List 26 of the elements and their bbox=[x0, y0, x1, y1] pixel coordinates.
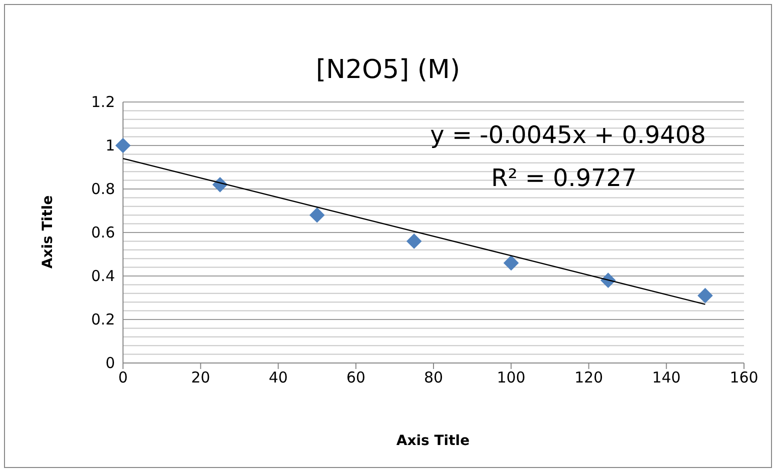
point bbox=[309, 207, 325, 223]
x-tick-label: 160 bbox=[730, 368, 758, 387]
x-tick-label: 40 bbox=[268, 368, 288, 387]
y-tick-label: 0.8 bbox=[91, 180, 115, 198]
annotation: y = -0.0045x + 0.9408 bbox=[430, 121, 706, 149]
x-tick-label: 100 bbox=[496, 368, 526, 387]
point bbox=[406, 234, 422, 249]
x-tick-label: 20 bbox=[191, 368, 210, 387]
chart-title: [N2O5] (M) bbox=[316, 55, 460, 85]
y-tick-label: 0 bbox=[105, 354, 115, 372]
annotation: R² = 0.9727 bbox=[491, 164, 637, 192]
x-tick-label: 60 bbox=[346, 368, 366, 387]
point bbox=[698, 288, 713, 304]
y-tick-label: 0.4 bbox=[91, 266, 115, 285]
y-tick-label: 0.6 bbox=[91, 223, 115, 242]
point bbox=[115, 138, 131, 154]
x-axis-title: Axis Title bbox=[396, 433, 470, 449]
x-tick-label: 120 bbox=[574, 368, 604, 387]
x-tick-label: 140 bbox=[652, 368, 681, 387]
y-tick-label: 0.2 bbox=[91, 310, 115, 328]
x-tick-label: 0 bbox=[118, 368, 128, 387]
y-tick-label: 1 bbox=[105, 136, 115, 154]
y-tick-label: 1.2 bbox=[91, 92, 115, 111]
point bbox=[503, 255, 519, 271]
x-tick-label: 80 bbox=[424, 368, 444, 387]
y-axis-title: Axis Title bbox=[40, 195, 56, 269]
